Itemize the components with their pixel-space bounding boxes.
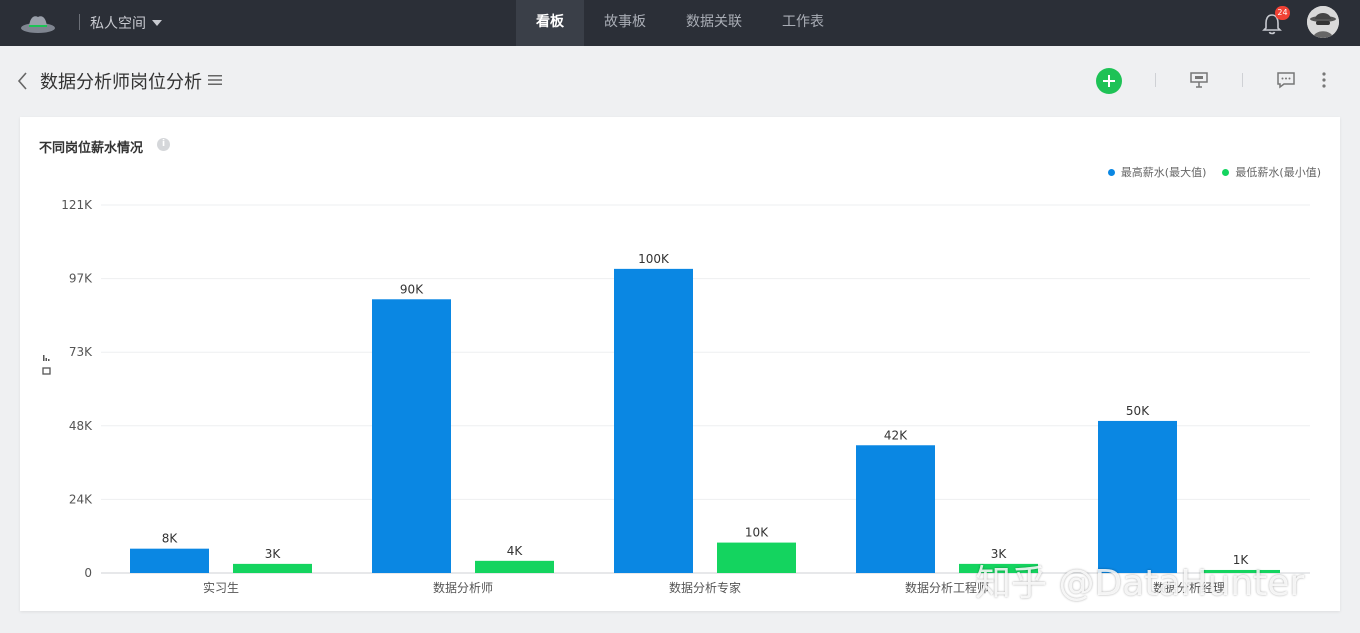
watermark-text: 知乎 @DataHunter [975,563,1305,604]
chart-legend: 最高薪水(最大值) 最低薪水(最小值) [1107,164,1321,180]
bar-min[interactable] [1201,569,1280,573]
presentation-icon[interactable] [1189,70,1209,90]
legend-item-max[interactable]: 最高薪水(最大值) [1107,164,1207,180]
bar-value-label: 4K [507,544,524,558]
bar-max[interactable] [130,548,209,573]
add-chart-button[interactable] [1096,68,1122,94]
x-category-label: 数据分析经理 [1153,580,1225,595]
bar-min[interactable] [233,563,312,573]
bar-max[interactable] [856,445,935,573]
space-label: 私人空间 [90,16,146,32]
x-category-label: 数据分析师 [433,580,493,595]
hat-logo-icon[interactable] [20,11,56,35]
bar-value-label: 10K [745,526,769,540]
x-category-label: 数据分析专家 [669,580,741,595]
y-tick-label: 97K [69,272,93,286]
space-selector[interactable]: 私人空间 [90,13,162,33]
bar-value-label: 42K [884,428,908,442]
legend-dot-min [1222,168,1230,176]
y-tick-label: 48K [69,419,93,433]
back-arrow-icon[interactable] [16,70,30,92]
bar-value-label: 50K [1126,404,1150,418]
bar-min[interactable] [959,563,1038,573]
bar-value-label: 90K [400,282,424,296]
more-vertical-icon[interactable] [1314,70,1334,90]
nav-tab-data-relation[interactable]: 数据关联 [686,14,742,30]
toolbar-divider [1242,73,1243,87]
user-avatar[interactable] [1307,6,1339,38]
chart-title: 不同岗位薪水情况 [39,141,144,156]
page-title: 数据分析师岗位分析 [40,72,202,93]
nav-tab-worksheet[interactable]: 工作表 [782,14,824,30]
y-tick-label: 24K [69,492,93,506]
avatar-spy-icon [1307,6,1339,38]
toolbar-divider [1155,73,1156,87]
bar-min[interactable] [475,560,554,573]
y-tick-label: 73K [69,345,93,359]
legend-label-max: 最高薪水(最大值) [1120,166,1207,179]
bar-max[interactable] [1098,420,1177,573]
bar-min[interactable] [717,542,796,573]
hamburger-menu-icon[interactable] [208,73,222,87]
comment-icon[interactable] [1276,70,1296,90]
bar-value-label: 100K [638,252,670,266]
legend-item-min[interactable]: 最低薪水(最小值) [1222,164,1321,180]
x-category-label: 数据分析工程师 [905,580,989,595]
info-icon[interactable] [157,138,170,151]
bar-value-label: 3K [991,547,1008,561]
space-divider [79,14,80,30]
legend-label-min: 最低薪水(最小值) [1235,166,1321,179]
y-tick-label: 121K [61,198,93,212]
nav-tab-dashboard[interactable]: 看板 [516,0,584,46]
bar-max[interactable] [372,299,451,573]
bar-value-label: 3K [265,547,282,561]
legend-dot-max [1107,168,1115,176]
bar-max[interactable] [614,268,693,573]
top-navbar: 私人空间 看板 故事板 数据关联 工作表 24 [0,0,1360,46]
x-category-label: 实习生 [203,580,239,595]
y-tick-label: 0 [84,566,92,580]
y-axis-icon [42,355,51,375]
chevron-down-icon [152,20,162,26]
bar-chart: 0 24K 48K 73K 97K 121K 8K 3K 实习生 90K 4K 数据分析师 100K 10… [61,198,1310,595]
chart-card: 不同岗位薪水情况 最高薪水(最大值) 最低薪水(最小值) 0 24K 48K 73K 9… [20,117,1340,611]
main-nav: 看板 故事板 数据关联 工作表 [516,0,844,46]
bar-value-label: 1K [1233,553,1250,567]
bar-value-label: 8K [162,532,179,546]
notification-badge: 24 [1275,6,1290,20]
nav-tab-storyboard[interactable]: 故事板 [604,14,646,30]
